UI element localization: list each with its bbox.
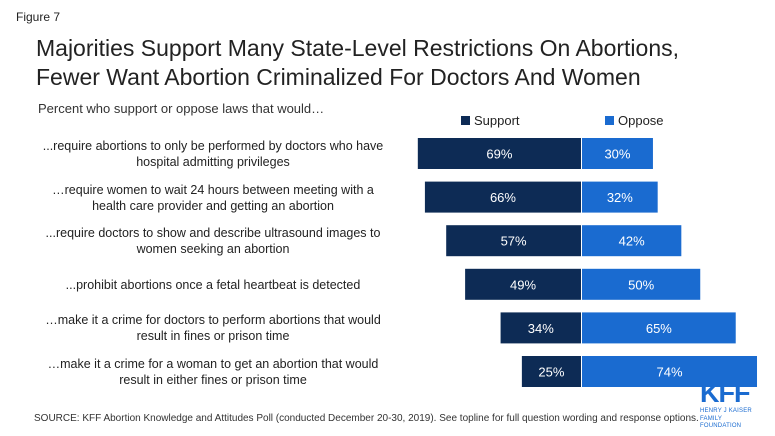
logo-wordmark: KFF: [700, 378, 750, 408]
bar-oppose: [582, 225, 682, 257]
bar-support: [417, 138, 581, 169]
category-label: …make it a crime for a woman to get an a…: [33, 356, 393, 388]
category-label-line1: …require women to wait 24 hours between …: [52, 182, 374, 197]
bar-support: [500, 312, 581, 344]
category-label-line1: ...prohibit abortions once a fetal heart…: [65, 277, 361, 292]
kff-logo: KFF HENRY J KAISER FAMILY FOUNDATION: [700, 380, 764, 430]
category-label: ...require doctors to show and describe …: [33, 225, 393, 257]
legend-oppose-swatch: [605, 116, 614, 125]
bar-support: [521, 356, 581, 387]
data-label-oppose: 74%: [656, 365, 682, 380]
category-label-line2: health care provider and getting an abor…: [92, 198, 334, 213]
chart-title-line2: Fewer Want Abortion Criminalized For Doc…: [36, 64, 641, 90]
bar-oppose: [582, 356, 758, 387]
category-label-line1: ...require doctors to show and describe …: [45, 226, 381, 241]
data-label-oppose: 30%: [604, 147, 630, 162]
legend-oppose-label: Oppose: [618, 113, 664, 128]
category-label: ...prohibit abortions once a fetal heart…: [33, 277, 393, 293]
chart-subtitle: Percent who support or oppose laws that …: [38, 101, 325, 116]
bar-oppose: [582, 268, 701, 300]
data-label-oppose: 42%: [619, 234, 645, 249]
data-label-oppose: 65%: [646, 321, 672, 336]
category-label-line2: hospital admitting privileges: [136, 155, 290, 169]
chart-title-line1: Majorities Support Many State-Level Rest…: [36, 35, 680, 61]
data-label-support: 69%: [486, 147, 512, 162]
bar-support: [465, 268, 581, 300]
category-label: …require women to wait 24 hours between …: [33, 182, 393, 214]
bar-oppose: [582, 181, 658, 213]
bar-support: [424, 181, 581, 213]
source-note: SOURCE: KFF Abortion Knowledge and Attit…: [34, 413, 699, 424]
category-label-line2: result in fines or prison time: [136, 329, 290, 344]
category-label: …make it a crime for doctors to perform …: [33, 312, 393, 344]
bar-oppose: [582, 138, 653, 169]
legend-support-swatch: [461, 116, 470, 125]
bar-support: [446, 225, 581, 257]
category-label-line1: …make it a crime for doctors to perform …: [45, 313, 381, 328]
data-label-support: 49%: [510, 277, 536, 292]
category-label-line1: …make it a crime for a woman to get an a…: [47, 357, 379, 371]
category-label: ...require abortions to only be performe…: [33, 138, 393, 170]
data-label-support: 34%: [528, 321, 554, 336]
chart-title: Majorities Support Many State-Level Rest…: [36, 34, 756, 92]
category-label-line2: women seeking an abortion: [136, 242, 290, 257]
legend-support: Support: [461, 113, 520, 128]
category-label-line2: result in either fines or prison time: [119, 373, 307, 387]
legend-support-label: Support: [474, 113, 520, 128]
data-label-support: 57%: [501, 234, 527, 249]
data-label-support: 66%: [490, 190, 516, 205]
category-label-line1: ...require abortions to only be performe…: [42, 139, 384, 153]
bar-oppose: [582, 312, 736, 344]
legend-oppose: Oppose: [605, 113, 664, 128]
data-label-support: 25%: [538, 365, 564, 380]
logo-line1: HENRY J KAISER: [700, 408, 752, 414]
data-label-oppose: 32%: [607, 190, 633, 205]
data-label-oppose: 50%: [628, 277, 654, 292]
logo-line2: FAMILY FOUNDATION: [700, 416, 742, 429]
figure-label: Figure 7: [16, 10, 61, 24]
